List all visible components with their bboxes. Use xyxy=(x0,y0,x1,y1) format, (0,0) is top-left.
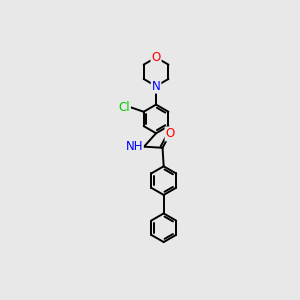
Text: Cl: Cl xyxy=(118,100,130,114)
Text: N: N xyxy=(152,80,161,93)
Text: O: O xyxy=(152,51,161,64)
Text: NH: NH xyxy=(125,140,143,153)
Text: O: O xyxy=(166,128,175,140)
